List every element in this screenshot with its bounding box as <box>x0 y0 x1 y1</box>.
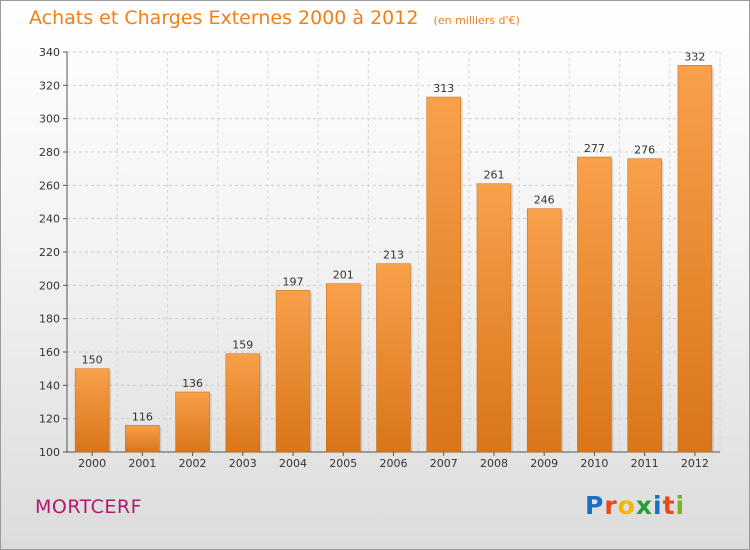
logo-letter: o <box>617 491 636 520</box>
data-label-2010: 277 <box>584 142 605 155</box>
bar-2008 <box>476 183 512 453</box>
logo-letter: t <box>662 491 676 520</box>
data-label-2009: 246 <box>534 194 555 207</box>
y-tick-label: 200 <box>39 279 60 292</box>
data-label-2000: 150 <box>82 354 103 367</box>
commune-name: MORTCERF <box>35 496 143 518</box>
data-label-2001: 116 <box>132 410 153 423</box>
x-tick-label-2011: 2011 <box>631 457 659 470</box>
data-label-2005: 201 <box>333 269 354 282</box>
y-tick-label: 280 <box>39 146 60 159</box>
x-tick-label-2002: 2002 <box>179 457 207 470</box>
chart-title-row: Achats et Charges Externes 2000 à 2012 (… <box>29 7 520 29</box>
bar-2005 <box>326 283 361 453</box>
x-tick-label-2004: 2004 <box>279 457 307 470</box>
bar-2004 <box>275 290 311 453</box>
data-label-2002: 136 <box>182 377 203 390</box>
y-tick-label: 340 <box>39 46 60 59</box>
x-tick-label-2006: 2006 <box>380 457 408 470</box>
logo-letter: r <box>604 491 618 520</box>
y-tick-label: 300 <box>39 113 60 126</box>
x-tick-label-2005: 2005 <box>329 457 357 470</box>
x-tick-label-2009: 2009 <box>530 457 558 470</box>
x-tick-label-2007: 2007 <box>430 457 458 470</box>
bar-2010 <box>577 156 612 453</box>
y-tick-label: 220 <box>39 246 60 259</box>
bar-2007 <box>426 96 461 453</box>
x-tick-label-2001: 2001 <box>128 457 156 470</box>
bar-2003 <box>225 353 261 453</box>
bar-2002 <box>175 391 210 453</box>
x-tick-label-2008: 2008 <box>480 457 508 470</box>
y-tick-label: 140 <box>39 379 60 392</box>
y-tick-label: 260 <box>39 179 60 192</box>
data-label-2004: 197 <box>283 275 304 288</box>
logo-letter: P <box>585 491 605 520</box>
logo-letter: x <box>635 491 653 520</box>
bar-2012 <box>677 65 713 453</box>
x-tick-label-2010: 2010 <box>580 457 608 470</box>
chart-title: Achats et Charges Externes 2000 à 2012 <box>29 7 419 29</box>
data-label-2012: 332 <box>684 50 705 63</box>
data-label-2006: 213 <box>383 249 404 262</box>
logo-letter: i <box>653 491 663 520</box>
bar-2009 <box>526 208 562 453</box>
data-label-2007: 313 <box>433 82 454 95</box>
data-label-2003: 159 <box>232 339 253 352</box>
x-tick-label-2000: 2000 <box>78 457 106 470</box>
y-tick-label: 160 <box>39 346 60 359</box>
data-label-2011: 276 <box>634 144 655 157</box>
x-tick-label-2012: 2012 <box>681 457 709 470</box>
bar-2000 <box>74 368 110 453</box>
x-tick-label-2003: 2003 <box>229 457 257 470</box>
chart-subtitle: (en milliers d'€) <box>433 14 520 27</box>
proxiti-logo[interactable]: Proxiti <box>585 491 685 520</box>
bar-2001 <box>125 425 160 453</box>
logo-letter: i <box>675 491 686 520</box>
y-tick-label: 180 <box>39 313 60 326</box>
y-tick-label: 320 <box>39 79 60 92</box>
y-tick-label: 120 <box>39 413 60 426</box>
data-label-2008: 261 <box>483 169 504 182</box>
y-tick-label: 240 <box>39 213 60 226</box>
bar-2006 <box>376 263 411 453</box>
bar-2011 <box>627 158 662 453</box>
y-tick-label: 100 <box>39 446 60 459</box>
